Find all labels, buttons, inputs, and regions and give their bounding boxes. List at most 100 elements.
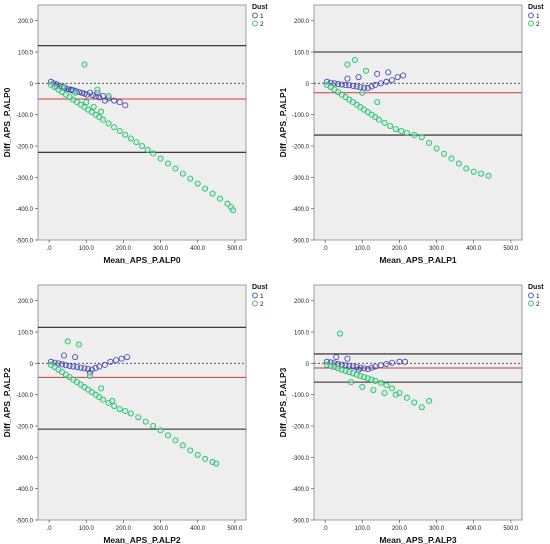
x-axis-label: Mean_APS_P.ALP0 bbox=[103, 255, 181, 265]
data-point-series-2 bbox=[72, 89, 79, 96]
x-tick-label: 300.0 bbox=[153, 526, 169, 532]
data-point-series-1 bbox=[55, 360, 62, 367]
data-point-series-2 bbox=[194, 180, 201, 187]
data-point-series-2 bbox=[418, 134, 425, 141]
data-point-series-2 bbox=[411, 132, 418, 139]
data-point-series-2 bbox=[381, 390, 388, 397]
data-point-series-2 bbox=[455, 160, 462, 167]
x-tick-label: .0 bbox=[323, 246, 329, 252]
data-point-series-2 bbox=[133, 139, 140, 146]
y-tick-label: -300.0 bbox=[292, 456, 310, 462]
data-point-series-2 bbox=[98, 108, 105, 115]
data-point-series-2 bbox=[403, 394, 410, 401]
x-tick-label: 300.0 bbox=[153, 246, 169, 252]
plot-area bbox=[313, 284, 523, 521]
x-tick-label: .0 bbox=[47, 246, 53, 252]
y-axis-label: Diff_APS_P.ALP3 bbox=[278, 367, 288, 437]
data-point-series-1 bbox=[364, 365, 371, 372]
x-tick-label: 500.0 bbox=[227, 246, 243, 252]
data-point-series-2 bbox=[116, 127, 123, 134]
data-point-series-2 bbox=[381, 119, 388, 126]
data-point-series-2 bbox=[142, 418, 149, 425]
data-point-series-1 bbox=[113, 357, 120, 364]
x-tick-label: 300.0 bbox=[429, 526, 445, 532]
x-tick-label: 500.0 bbox=[227, 526, 243, 532]
data-point-series-1 bbox=[81, 365, 88, 372]
data-point-series-2 bbox=[135, 414, 142, 421]
data-point-series-1 bbox=[333, 354, 340, 361]
data-point-series-2 bbox=[229, 207, 236, 214]
data-point-series-1 bbox=[385, 69, 392, 76]
y-tick-label: 0 bbox=[30, 362, 34, 368]
y-axis-label: Diff_APS_P.ALP1 bbox=[278, 87, 288, 157]
data-point-series-2 bbox=[127, 410, 134, 417]
x-tick-label: .0 bbox=[47, 526, 53, 532]
x-axis-label: Mean_APS_P.ALP3 bbox=[379, 535, 457, 544]
y-tick-label: -100.0 bbox=[16, 113, 34, 119]
data-point-series-2 bbox=[470, 168, 477, 175]
data-point-series-2 bbox=[463, 165, 470, 172]
y-axis-label: Diff_APS_P.ALP2 bbox=[2, 367, 12, 437]
data-point-series-1 bbox=[357, 364, 364, 371]
data-point-series-1 bbox=[361, 84, 368, 91]
data-point-series-1 bbox=[353, 83, 360, 90]
data-point-series-2 bbox=[127, 135, 134, 142]
legend-marker-2 bbox=[528, 20, 534, 27]
data-point-series-2 bbox=[359, 89, 366, 96]
y-tick-label: 100.0 bbox=[18, 331, 34, 337]
data-point-series-2 bbox=[485, 172, 492, 179]
x-tick-label: 100.0 bbox=[355, 526, 371, 532]
data-point-series-1 bbox=[364, 85, 371, 92]
x-tick-label: 100.0 bbox=[79, 246, 95, 252]
data-point-series-1 bbox=[361, 365, 368, 372]
data-point-series-2 bbox=[179, 170, 186, 177]
x-tick-label: 400.0 bbox=[190, 246, 206, 252]
legend-title: Dust bbox=[252, 284, 268, 291]
data-point-series-2 bbox=[426, 139, 433, 146]
y-tick-label: -400.0 bbox=[16, 207, 34, 213]
data-point-series-2 bbox=[202, 185, 209, 192]
data-point-series-1 bbox=[89, 92, 96, 99]
data-point-series-2 bbox=[122, 131, 129, 138]
data-point-series-1 bbox=[372, 81, 379, 88]
data-point-series-2 bbox=[172, 165, 179, 172]
data-point-series-2 bbox=[440, 150, 447, 157]
x-tick-label: 500.0 bbox=[503, 246, 519, 252]
data-point-series-2 bbox=[111, 124, 118, 131]
data-point-series-1 bbox=[383, 360, 390, 367]
chart-panel-3: 200.0 100.0 0 -100.0 -200.0 -300.0 -400.0 -500.… bbox=[2, 284, 268, 544]
data-point-series-1 bbox=[342, 81, 349, 88]
data-point-series-1 bbox=[66, 362, 73, 369]
x-tick-label: 200.0 bbox=[392, 526, 408, 532]
x-tick-label: 200.0 bbox=[392, 246, 408, 252]
data-point-series-2 bbox=[383, 382, 390, 389]
data-point-series-2 bbox=[478, 170, 485, 177]
data-point-series-1 bbox=[338, 81, 345, 88]
data-point-series-1 bbox=[122, 102, 129, 109]
data-point-series-1 bbox=[107, 358, 114, 365]
x-tick-label: 400.0 bbox=[466, 526, 482, 532]
legend-marker-1 bbox=[528, 292, 534, 299]
data-point-series-2 bbox=[344, 61, 351, 68]
data-point-series-1 bbox=[368, 83, 375, 90]
legend-label-2: 2 bbox=[260, 301, 264, 308]
x-axis-label: Mean_APS_P.ALP2 bbox=[103, 535, 181, 544]
data-point-series-2 bbox=[81, 61, 88, 68]
data-point-series-1 bbox=[368, 364, 375, 371]
data-point-series-2 bbox=[224, 200, 231, 207]
data-point-series-1 bbox=[383, 78, 390, 85]
y-tick-label: -500.0 bbox=[292, 239, 310, 245]
data-point-series-2 bbox=[61, 83, 68, 90]
chart-panel-2: 200.0 100.0 0 -100.0 -200.0 -300.0 -400.0 -500.… bbox=[278, 4, 544, 265]
x-tick-label: 400.0 bbox=[466, 246, 482, 252]
data-point-series-2 bbox=[138, 142, 145, 149]
data-point-series-1 bbox=[372, 363, 379, 370]
data-point-series-2 bbox=[426, 397, 433, 404]
x-tick-label: 500.0 bbox=[503, 526, 519, 532]
data-point-series-1 bbox=[349, 363, 356, 370]
y-tick-label: -500.0 bbox=[16, 519, 34, 525]
data-point-series-1 bbox=[92, 365, 99, 372]
data-point-series-2 bbox=[388, 385, 395, 392]
data-point-series-2 bbox=[105, 120, 112, 127]
x-tick-label: 100.0 bbox=[79, 526, 95, 532]
